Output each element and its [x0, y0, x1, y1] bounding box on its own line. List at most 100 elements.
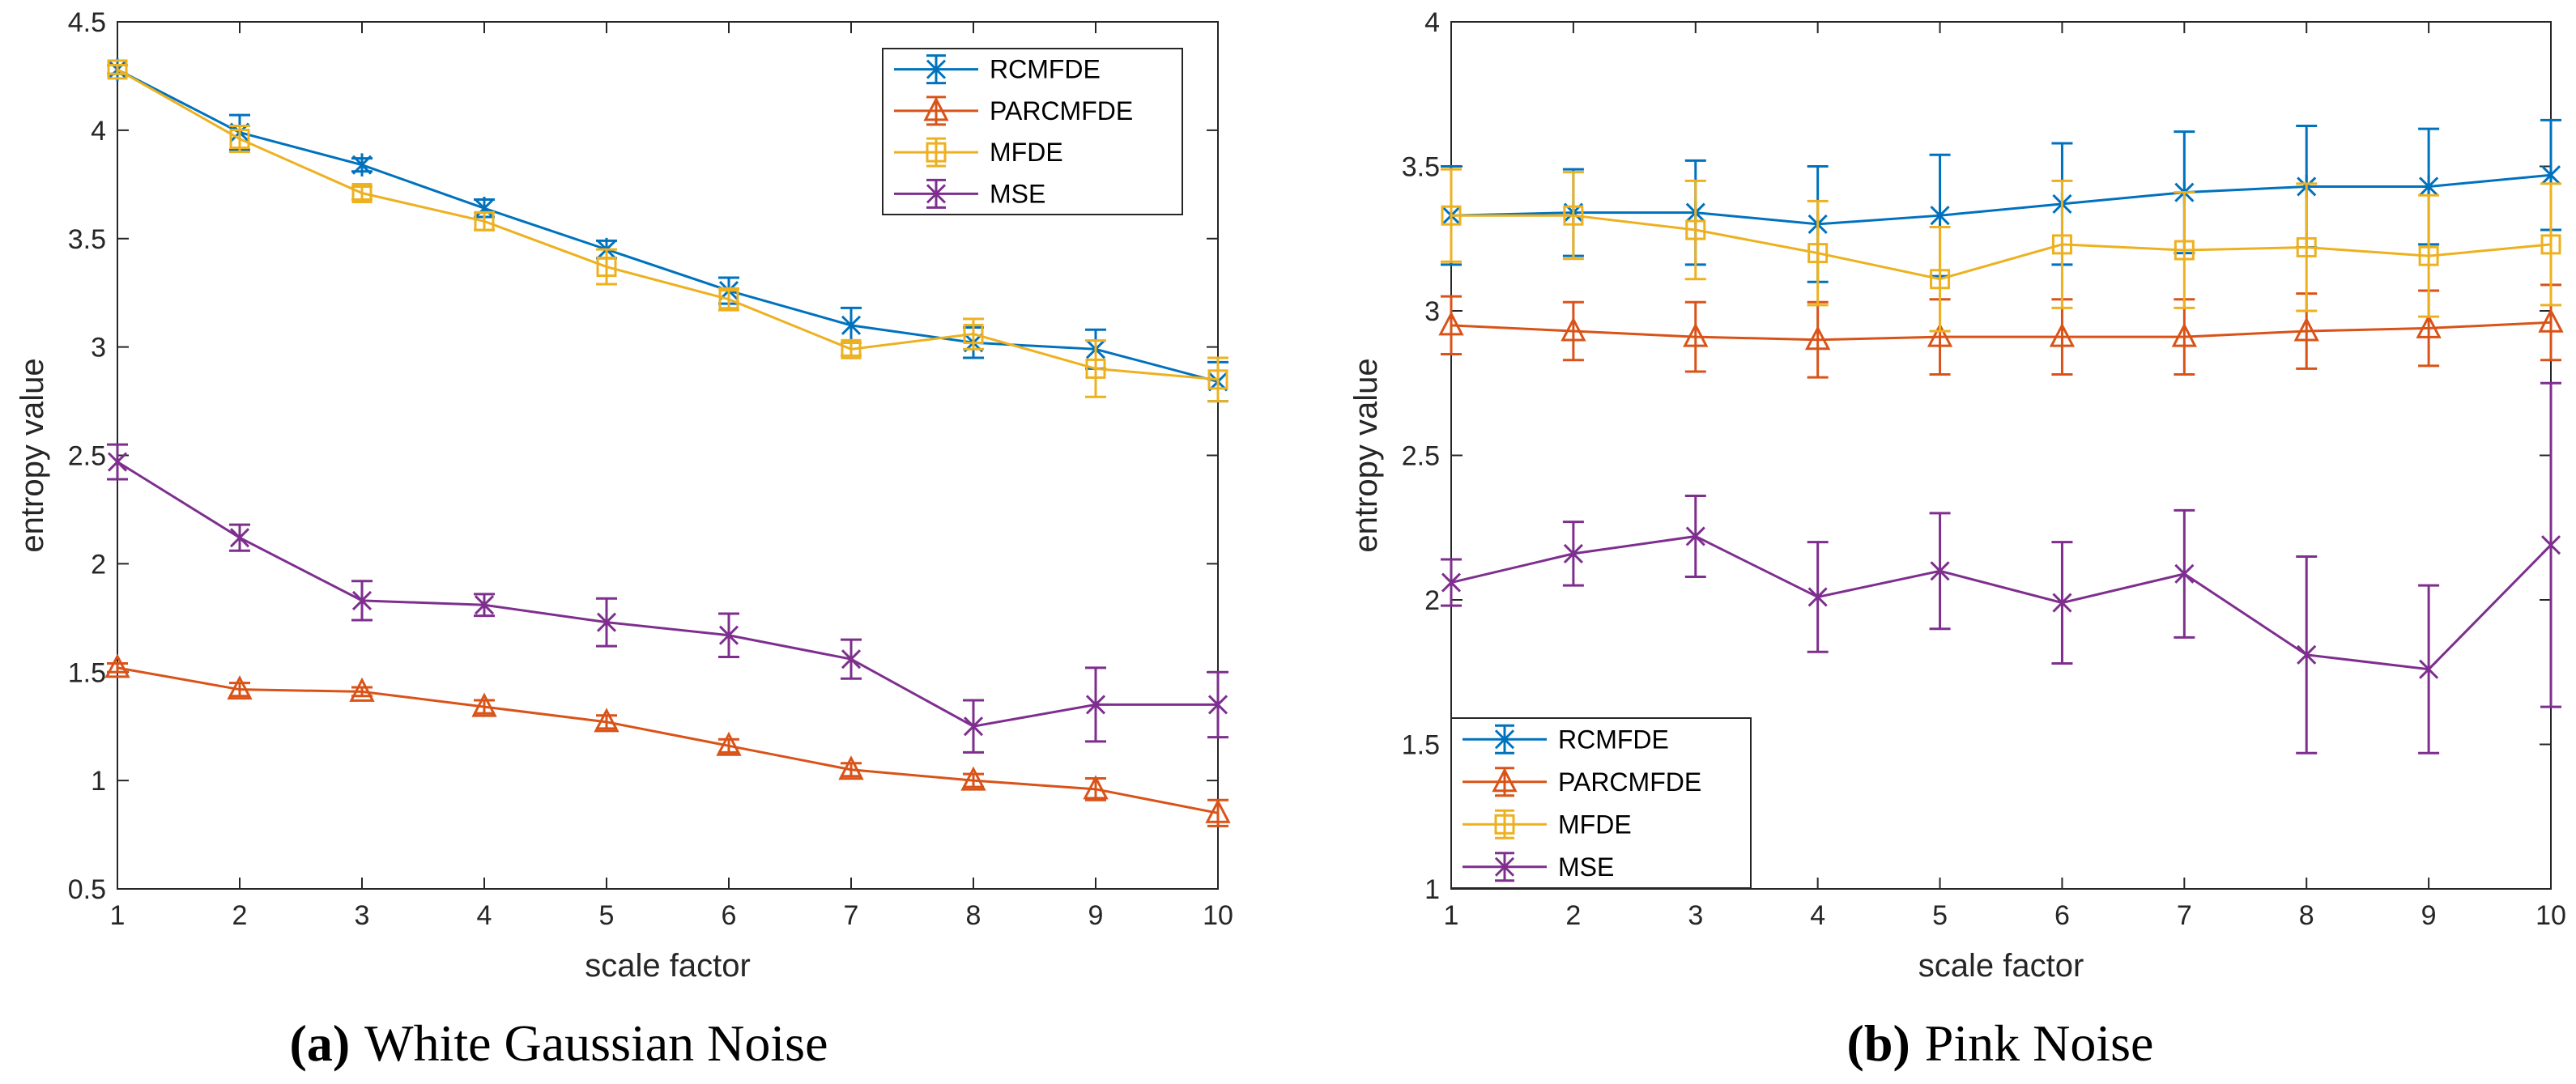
y-axis-label: entropy value [1348, 358, 1384, 552]
data-point [2052, 593, 2072, 613]
error-bar [596, 248, 617, 286]
legend-marker [923, 96, 949, 121]
y-tick-label: 0.5 [68, 874, 106, 905]
legend-marker [1494, 727, 1515, 751]
legend-label-rcmfde: RCMFDE [1558, 725, 1669, 754]
data-point [227, 675, 253, 700]
legend: RCMFDE PARCMFDE MFDE MSE [1450, 717, 1752, 889]
data-point [351, 153, 373, 177]
data-point [2171, 322, 2198, 347]
data-point [716, 731, 742, 756]
error-bar [107, 64, 128, 75]
x-tick-label: 6 [722, 900, 737, 931]
data-point [351, 183, 373, 204]
legend-label-mfde: MFDE [990, 138, 1063, 167]
data-point [471, 692, 497, 717]
data-point [1685, 219, 1706, 240]
data-point [1083, 775, 1109, 800]
error-bar [2296, 182, 2318, 312]
y-tick-label: 3.5 [68, 224, 106, 255]
error-bar [351, 185, 373, 202]
legend-label-rcmfde: RCMFDE [990, 55, 1101, 84]
y-tick-label: 4 [1424, 7, 1440, 38]
data-point [1205, 798, 1231, 823]
data-point [1207, 369, 1228, 390]
series-mfde [1441, 168, 2561, 333]
series-line [1450, 534, 2553, 671]
x-tick-label: 4 [477, 900, 492, 931]
x-tick-label: 5 [599, 900, 615, 931]
y-tick-label: 1.5 [68, 657, 106, 688]
data-point [2296, 236, 2317, 257]
error-bar [1441, 168, 1462, 263]
chart-pink-noise: 1 2 3 4 5 6 7 8 9 10 1 1.5 2 2.5 3 3.5 4 scale factor entr… [1348, 7, 2566, 1072]
legend-label-mse: MSE [1558, 852, 1614, 882]
legend: RCMFDE PARCMFDE MFDE MSE [882, 48, 1183, 215]
y-tick-label: 1.5 [1402, 730, 1440, 761]
x-tick-label: 3 [355, 900, 370, 931]
data-point [841, 338, 862, 359]
data-point [104, 653, 130, 678]
error-bar [2051, 179, 2073, 309]
data-point [718, 289, 739, 310]
series-line [1450, 173, 2552, 226]
caption: (b) Pink Noise [1847, 1014, 2154, 1072]
data-point [2051, 234, 2072, 255]
data-point [474, 595, 495, 615]
data-point [2049, 322, 2076, 347]
y-tick-label: 3.5 [1402, 152, 1440, 183]
x-tick-label: 3 [1688, 900, 1703, 931]
data-point [2174, 563, 2195, 584]
legend-label-parcmfde: PARCMFDE [1558, 767, 1701, 797]
x-tick-label: 2 [1565, 900, 1581, 931]
data-point [229, 129, 250, 150]
series-line [117, 461, 1218, 728]
data-point [1930, 203, 1950, 227]
error-bar [474, 699, 495, 715]
legend-label-parcmfde: PARCMFDE [990, 96, 1133, 125]
x-tick-label: 10 [2536, 900, 2566, 931]
x-tick-label: 10 [1203, 900, 1233, 931]
series-mse [107, 443, 1228, 754]
x-tick-label: 4 [1810, 900, 1825, 931]
x-axis-label: scale factor [1918, 948, 2084, 984]
error-bar [1929, 225, 1951, 333]
series-line [1450, 321, 2552, 342]
data-point [841, 649, 862, 670]
data-point [1207, 695, 1228, 715]
data-point [2538, 308, 2564, 333]
y-tick-label: 1 [91, 766, 106, 797]
error-bar [963, 772, 984, 789]
data-point [1927, 322, 1953, 347]
caption-text: Pink Noise [1925, 1014, 2154, 1072]
data-point [1085, 695, 1106, 715]
x-tick-label: 1 [1444, 900, 1459, 931]
legend-label-mse: MSE [990, 179, 1045, 208]
error-bar [229, 682, 250, 698]
data-point [2419, 659, 2439, 679]
data-point [1930, 269, 1951, 290]
y-tick-label: 2 [91, 549, 106, 580]
series-line [117, 68, 1219, 383]
series-mfde [107, 59, 1228, 403]
x-tick-label: 2 [232, 900, 248, 931]
x-tick-label: 1 [110, 900, 126, 931]
data-point [1807, 587, 1828, 607]
data-point [594, 708, 620, 733]
data-point [1683, 322, 1709, 347]
error-bar [1441, 295, 1462, 356]
error-bar [841, 762, 862, 778]
x-tick-label: 9 [2421, 900, 2437, 931]
y-tick-label: 1 [1424, 874, 1440, 905]
data-point [841, 313, 862, 338]
data-point [596, 257, 617, 278]
data-point [963, 716, 984, 737]
data-point [107, 452, 128, 472]
x-axis-label: scale factor [585, 948, 751, 984]
x-tick-label: 8 [2299, 900, 2314, 931]
data-point [2418, 245, 2439, 266]
error-bar [718, 287, 739, 312]
x-tick-label: 5 [1932, 900, 1948, 931]
